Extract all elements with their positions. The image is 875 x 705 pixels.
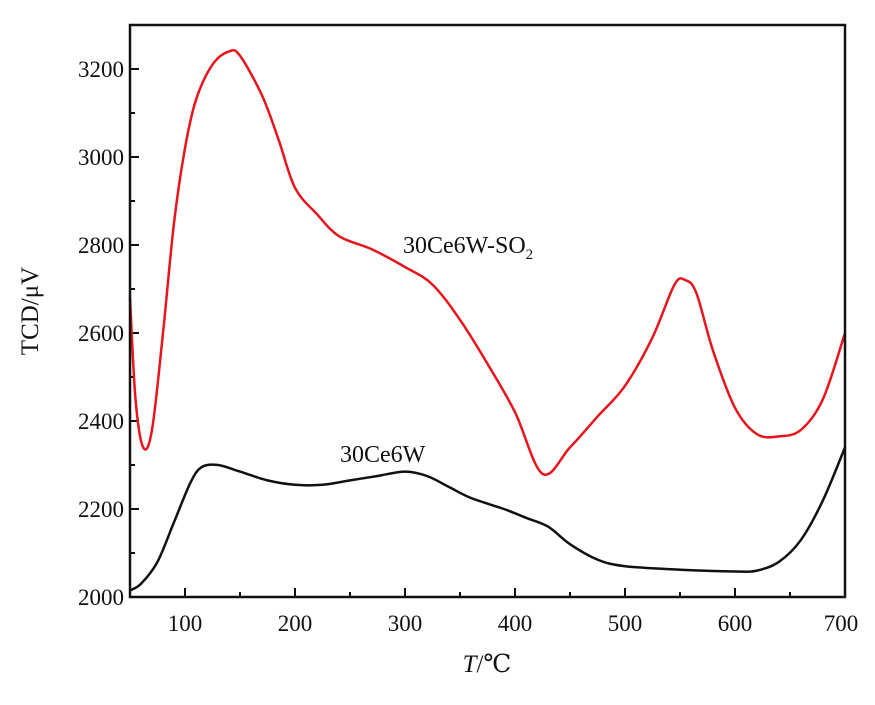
x-tick-label: 500	[608, 611, 643, 636]
x-axis-label: T/℃	[463, 651, 512, 678]
y-tick-label: 2200	[78, 497, 124, 522]
x-tick-label: 600	[718, 611, 753, 636]
y-tick-label: 2000	[78, 585, 124, 610]
y-tick-label: 2800	[78, 233, 124, 258]
series-line-30Ce6W	[129, 446, 847, 592]
y-tick-label: 3200	[78, 57, 124, 82]
x-tick-label: 300	[388, 611, 423, 636]
y-tick-label: 2600	[78, 321, 124, 346]
x-tick-label: 700	[824, 611, 859, 636]
x-tick-label: 200	[278, 611, 313, 636]
y-axis-label: TCD/μV	[17, 267, 44, 355]
series-label-30Ce6W-SO2: 30Ce6W-SO2	[403, 233, 533, 263]
y-tick-label: 3000	[78, 145, 124, 170]
x-tick-label: 100	[168, 611, 203, 636]
series-line-30Ce6W-SO2	[128, 48, 847, 476]
x-tick-label: 400	[498, 611, 533, 636]
plot-frame	[128, 23, 847, 599]
y-tick-label: 2400	[78, 409, 124, 434]
series-label-30Ce6W: 30Ce6W	[340, 442, 426, 468]
